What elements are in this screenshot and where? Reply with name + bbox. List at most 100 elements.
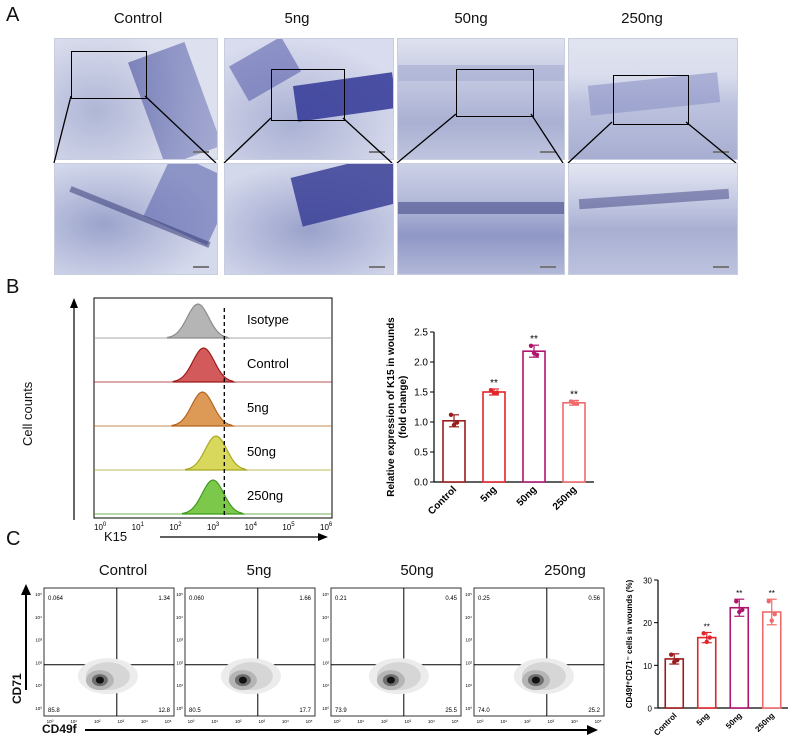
flow-y-tick-0: 10⁵ bbox=[176, 592, 183, 597]
flow-y-tick-0: 10⁵ bbox=[465, 592, 472, 597]
quadrant-upper-right: 1.34 bbox=[158, 596, 170, 602]
histogram-track-label-2: 5ng bbox=[247, 400, 269, 415]
flow-plot-frame bbox=[43, 587, 175, 717]
x-tick-label-5ng: 5ng bbox=[479, 484, 499, 504]
quadrant-upper-right: 0.56 bbox=[588, 596, 600, 602]
flow-y-tick-0: 10⁵ bbox=[322, 592, 329, 597]
zoom-box bbox=[271, 69, 345, 121]
y-tick-label-2: 20 bbox=[643, 619, 652, 628]
flow-plot-1: 0.060 1.66 80.5 17.7 10⁵ 10⁴ 10³ 10² 10¹ 10⁰ 10⁰ 10… bbox=[176, 587, 316, 724]
density-contour-4 bbox=[238, 676, 247, 684]
histogram-y-label: Cell counts bbox=[20, 381, 35, 446]
flow-x-tick-0: 10⁰ bbox=[188, 719, 195, 724]
flow-x-tick-4: 10⁴ bbox=[282, 719, 289, 724]
zoom-box bbox=[456, 69, 534, 117]
significance-250ng: ** bbox=[570, 389, 578, 400]
flow-y-tick-5: 10⁰ bbox=[35, 706, 42, 711]
quadrant-upper-left: 0.064 bbox=[48, 596, 64, 602]
significance-50ng: ** bbox=[530, 334, 538, 345]
panel-c-title-5ng: 5ng bbox=[246, 562, 272, 579]
flow-x-tick-5: 10⁵ bbox=[306, 719, 313, 724]
histogram-x-label: K15 bbox=[104, 529, 128, 544]
data-point-Control-0 bbox=[669, 652, 674, 657]
flow-y-tick-1: 10⁴ bbox=[35, 615, 42, 620]
data-point-50ng-2 bbox=[534, 352, 540, 357]
histogram-x-tick-0: 100 bbox=[94, 522, 107, 532]
quadrant-lower-left: 80.5 bbox=[189, 708, 201, 714]
histogram-peak-0 bbox=[166, 303, 231, 339]
significance-5ng: ** bbox=[704, 622, 710, 631]
flow-x-tick-3: 10³ bbox=[118, 719, 125, 724]
data-point-5ng-2 bbox=[494, 390, 500, 395]
k15-histogram: Isotype Control 5ng 50ng 250ng 100 101 102 103 1… bbox=[70, 297, 333, 541]
panel-c-title-250ng: 250ng bbox=[544, 562, 586, 579]
histogram-x-tick-4: 104 bbox=[245, 522, 258, 532]
bar-5ng bbox=[482, 391, 506, 483]
flow-x-tick-1: 10¹ bbox=[211, 719, 218, 724]
panel-a-title-5ng: 5ng bbox=[284, 10, 310, 27]
x-tick-label-250ng: 250ng bbox=[753, 711, 776, 734]
quadrant-lower-right: 25.2 bbox=[588, 708, 600, 714]
quadrant-lower-left: 74.0 bbox=[478, 708, 490, 714]
quadrant-upper-left: 0.21 bbox=[335, 596, 347, 602]
quadrant-lower-right: 25.5 bbox=[445, 708, 457, 714]
histogram-x-tick-5: 105 bbox=[282, 522, 295, 532]
x-tick-label-50ng: 50ng bbox=[515, 484, 539, 508]
y-tick-label-0: 0.0 bbox=[414, 478, 428, 489]
flow-x-tick-1: 10¹ bbox=[500, 719, 507, 724]
flow-x-tick-5: 10⁵ bbox=[165, 719, 172, 724]
flow-y-tick-2: 10³ bbox=[322, 638, 329, 643]
flow-y-tick-4: 10¹ bbox=[465, 683, 472, 688]
y-tick-label-1: 0.5 bbox=[414, 448, 428, 459]
density-contour-4 bbox=[531, 676, 540, 684]
flow-y-tick-4: 10¹ bbox=[35, 683, 42, 688]
panel-c-title-control: Control bbox=[98, 562, 148, 579]
quadrant-lower-right: 17.7 bbox=[299, 708, 311, 714]
panel-a-title-50ng: 50ng bbox=[454, 10, 488, 27]
cd49f-bar-chart: 0 10 20 30 Control ** 5ng ** 50ng ** 250ng CD49f⁺CD… bbox=[625, 577, 788, 738]
data-point-50ng-0 bbox=[734, 599, 739, 604]
data-point-5ng-1 bbox=[704, 639, 709, 645]
flow-y-label: CD71 bbox=[10, 673, 24, 704]
x-tick-label-Control: Control bbox=[426, 484, 459, 517]
data-point-Control-1 bbox=[451, 422, 457, 428]
flow-y-tick-1: 10⁴ bbox=[322, 615, 329, 620]
flow-x-tick-4: 10⁴ bbox=[571, 719, 578, 724]
flow-y-tick-1: 10⁴ bbox=[465, 615, 472, 620]
flow-y-tick-0: 10⁵ bbox=[35, 592, 42, 597]
flow-y-tick-4: 10¹ bbox=[322, 683, 329, 688]
y-axis-label-1: (fold change) bbox=[398, 376, 409, 439]
bar-5ng bbox=[696, 636, 717, 709]
flow-y-tick-4: 10¹ bbox=[176, 683, 183, 688]
flow-x-tick-3: 10³ bbox=[405, 719, 412, 724]
histogram-track-label-1: Control bbox=[247, 356, 289, 371]
flow-x-tick-5: 10⁵ bbox=[452, 719, 459, 724]
quadrant-lower-left: 85.8 bbox=[48, 708, 60, 714]
quadrant-upper-right: 0.45 bbox=[445, 596, 457, 602]
flow-cytometry-plots: 0.064 1.34 85.8 12.8 10⁵ 10⁴ 10³ 10² 10¹ 10⁰ 10⁰ 10… bbox=[21, 584, 605, 735]
quadrant-upper-left: 0.25 bbox=[478, 596, 490, 602]
data-point-250ng-1 bbox=[769, 618, 774, 623]
flow-x-tick-2: 10² bbox=[524, 719, 531, 724]
flow-y-tick-3: 10² bbox=[465, 660, 472, 665]
data-point-5ng-2 bbox=[707, 635, 712, 640]
y-axis-label-0: Relative expression of K15 in wounds bbox=[386, 317, 397, 497]
bar-50ng bbox=[729, 606, 750, 709]
data-point-5ng-0 bbox=[488, 388, 494, 393]
flow-x-tick-3: 10³ bbox=[259, 719, 266, 724]
histogram-track-label-3: 50ng bbox=[247, 444, 276, 459]
flow-plot-frame bbox=[473, 587, 605, 717]
flow-x-tick-0: 10⁰ bbox=[334, 719, 341, 724]
data-point-5ng-0 bbox=[701, 631, 706, 636]
data-point-50ng-0 bbox=[528, 343, 534, 348]
data-point-250ng-0 bbox=[766, 599, 771, 604]
data-point-250ng-2 bbox=[574, 401, 580, 406]
panel-label-a: A bbox=[6, 4, 20, 26]
density-contour-4 bbox=[95, 676, 104, 684]
flow-y-tick-5: 10⁰ bbox=[322, 706, 329, 711]
flow-x-tick-1: 10¹ bbox=[70, 719, 77, 724]
significance-50ng: ** bbox=[736, 589, 742, 598]
flow-x-tick-2: 10² bbox=[235, 719, 242, 724]
flow-y-tick-3: 10² bbox=[176, 660, 183, 665]
y-tick-label-2: 1.0 bbox=[414, 418, 428, 429]
